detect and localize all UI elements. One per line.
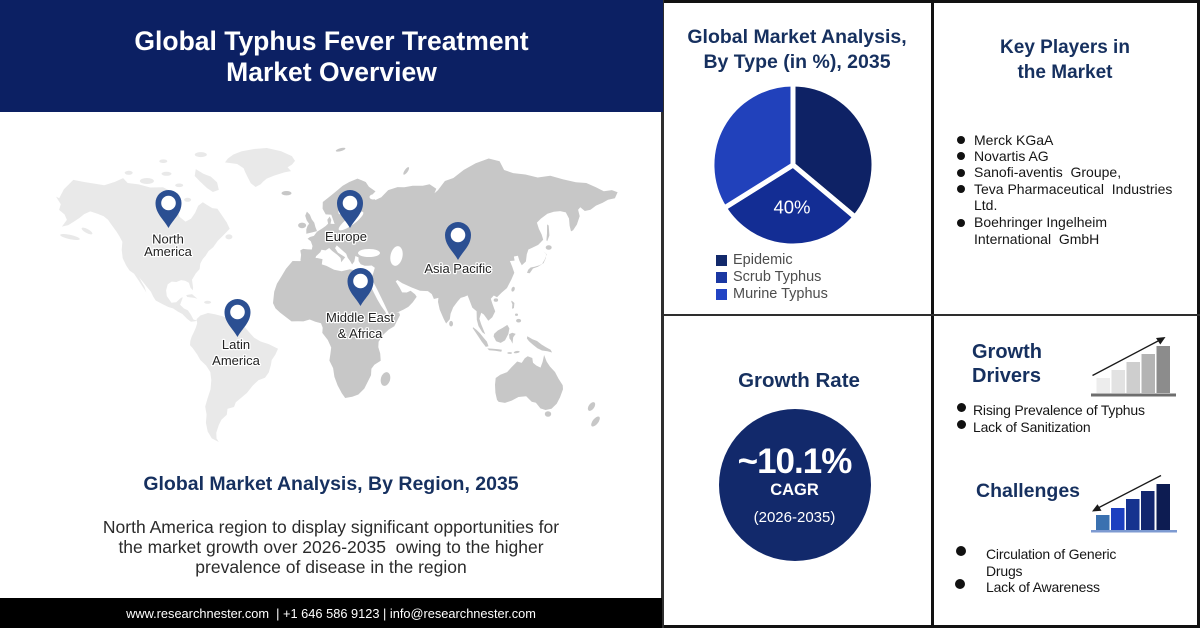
svg-text:North: North [152, 232, 184, 247]
svg-text:Europe: Europe [325, 229, 367, 244]
svg-text:& Africa: & Africa [338, 326, 384, 341]
svg-text:Middle East: Middle East [326, 310, 394, 325]
svg-text:America: America [212, 353, 260, 368]
svg-text:America: America [144, 244, 192, 259]
svg-text:40%: 40% [773, 197, 810, 218]
svg-text:Latin: Latin [222, 337, 250, 352]
svg-text:Asia Pacific: Asia Pacific [424, 261, 492, 276]
